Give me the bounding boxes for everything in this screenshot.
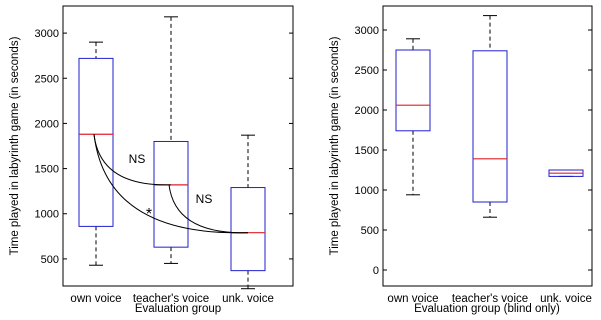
left-y-ticks: 500 1000 1500 2000 2500 3000 — [35, 28, 293, 266]
y-tick-label: 3000 — [35, 28, 59, 40]
iqr-box — [395, 49, 431, 132]
box-1 — [153, 16, 189, 264]
right-y-axis-label: Time played in labyrinth game (in second… — [329, 36, 341, 255]
box-0 — [78, 41, 114, 266]
left-x-axis-label: Evaluation group — [135, 303, 221, 315]
left-plot-frame — [62, 5, 294, 287]
right-x-tick-labels: own voice teacher's voice unk. voice — [387, 293, 591, 305]
significance-connector — [93, 134, 249, 234]
y-tick-label: 1000 — [355, 185, 379, 197]
box-1 — [472, 15, 508, 218]
right-boxes — [395, 15, 584, 218]
significance-label: * — [146, 206, 152, 223]
right-x-axis-label: Evaluation group (blind only) — [414, 303, 560, 315]
y-tick-label: 0 — [373, 265, 379, 277]
iqr-box — [153, 140, 189, 248]
right-y-ticks: 0 500 1000 1500 2000 2500 3000 — [355, 25, 592, 277]
x-tick-label: own voice — [387, 293, 438, 305]
y-tick-label: 1000 — [35, 209, 59, 221]
iqr-box — [472, 50, 508, 203]
x-tick-label: teacher's voice — [452, 293, 528, 305]
left-y-axis-label: Time played in labyrinth game (in second… — [9, 36, 21, 255]
x-tick-label: unk. voice — [540, 293, 592, 305]
x-tick-label: teacher's voice — [133, 293, 209, 305]
y-tick-label: 2000 — [35, 118, 59, 130]
box-2 — [230, 134, 266, 290]
box-0 — [395, 38, 431, 196]
left-box-plot: 500 1000 1500 2000 2500 3000 NS NS * own voice t… — [9, 5, 294, 315]
y-tick-label: 1500 — [35, 164, 59, 176]
x-tick-label: unk. voice — [222, 293, 274, 305]
y-tick-label: 2000 — [355, 105, 379, 117]
right-plot-frame — [382, 5, 593, 287]
right-box-plot: 0 500 1000 1500 2000 2500 3000 own voice teache… — [329, 5, 593, 315]
x-tick-label: own voice — [70, 293, 121, 305]
significance-label: NS — [196, 192, 213, 206]
iqr-box — [230, 187, 266, 272]
y-tick-label: 2500 — [355, 65, 379, 77]
y-tick-label: 500 — [41, 254, 59, 266]
left-boxes — [78, 16, 266, 290]
y-tick-label: 2500 — [35, 73, 59, 85]
y-tick-label: 3000 — [355, 25, 379, 37]
significance-label: NS — [129, 152, 146, 166]
left-significance-annotations: NS NS * — [93, 134, 249, 234]
y-tick-label: 500 — [361, 225, 379, 237]
iqr-box — [78, 57, 114, 227]
box-2 — [548, 169, 584, 177]
left-x-tick-labels: own voice teacher's voice unk. voice — [70, 293, 273, 305]
y-tick-label: 1500 — [355, 145, 379, 157]
